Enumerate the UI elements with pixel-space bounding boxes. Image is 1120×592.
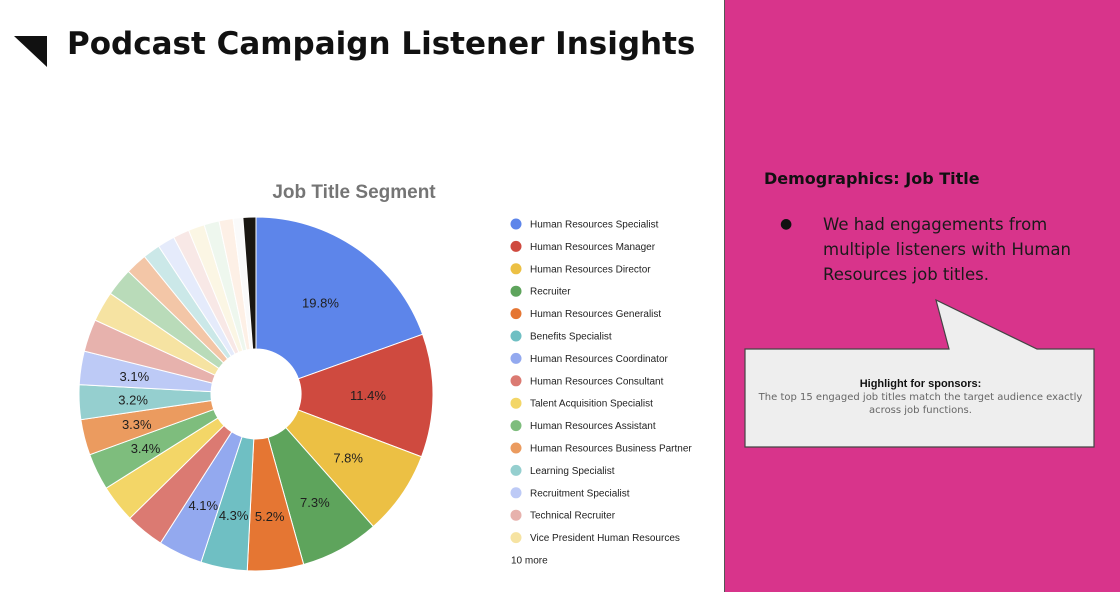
legend-label: Talent Acquisition Specialist (530, 399, 653, 410)
legend-swatch (510, 509, 522, 521)
legend-swatch (510, 464, 522, 476)
legend-swatch (510, 420, 522, 432)
legend-label: Technical Recruiter (530, 511, 616, 522)
legend-label: Human Resources Consultant (530, 376, 664, 387)
slice-percent-label: 5.2% (255, 509, 285, 524)
legend-label: Human Resources Manager (530, 242, 656, 253)
legend-label: Human Resources Generalist (530, 309, 661, 320)
legend-swatch (510, 218, 522, 230)
legend-swatch (510, 308, 522, 320)
legend-swatch (510, 397, 522, 409)
slice-percent-label: 3.3% (122, 417, 152, 432)
page-title: Podcast Campaign Listener Insights (67, 26, 696, 62)
corner-triangle-icon (14, 36, 47, 67)
chart-legend: Human Resources Specialist Human Resource… (510, 218, 692, 567)
legend-label: Human Resources Director (530, 264, 651, 275)
slice-percent-label: 4.1% (188, 498, 218, 513)
legend-swatch (510, 487, 522, 499)
donut-slice (297, 333, 434, 458)
chart-title: Job Title Segment (272, 182, 436, 203)
slice-percent-label: 3.2% (118, 393, 148, 408)
legend-swatch (510, 375, 522, 387)
panel-bullet-list: ● We had engagements from multiple liste… (780, 212, 1080, 287)
legend-swatch (510, 532, 522, 544)
slice-percent-label: 7.8% (333, 451, 363, 466)
demographics-panel: Demographics: Job Title ● We had engagem… (724, 0, 1120, 592)
callout-body: The top 15 engaged job titles match the … (758, 392, 1083, 416)
legend-swatch (510, 352, 522, 364)
legend-swatch (510, 285, 522, 297)
bullet-text: We had engagements from multiple listene… (823, 215, 1071, 284)
legend-label: Learning Specialist (530, 466, 615, 477)
legend-swatch (510, 263, 522, 275)
bullet-dot-icon: ● (780, 216, 793, 232)
legend-label: Human Resources Business Partner (530, 444, 692, 455)
panel-heading: Demographics: Job Title (764, 169, 980, 188)
legend-label: Human Resources Assistant (530, 421, 656, 432)
slice-percent-label: 4.3% (219, 508, 249, 523)
legend-more-link[interactable]: 10 more (511, 556, 548, 567)
legend-swatch (510, 330, 522, 342)
slice-percent-label: 3.4% (131, 441, 161, 456)
legend-label: Human Resources Specialist (530, 220, 659, 231)
callout-title: Highlight for sponsors: (859, 378, 982, 390)
bullet-item: ● We had engagements from multiple liste… (780, 212, 1080, 287)
donut-slice-labels: 19.8% 11.4% 7.8% 7.3% 5.2% 4.3%4.1% 3.4% 3.3% 3.… (118, 295, 386, 524)
legend-label: Recruiter (530, 287, 571, 298)
slice-percent-label: 11.4% (350, 388, 386, 403)
donut-slices (78, 216, 434, 572)
legend-label: Recruitment Specialist (530, 488, 630, 499)
legend-swatch (510, 240, 522, 252)
callout-text: Highlight for sponsors: The top 15 engag… (748, 378, 1093, 417)
legend-label: Benefits Specialist (530, 332, 612, 343)
speech-callout-box (744, 298, 1095, 448)
donut-slice (242, 216, 257, 350)
slice-percent-label: 19.8% (302, 295, 339, 310)
job-title-donut-chart: Job Title Segment 19.8% 11.4% 7.8% 7.3% 5.2%… (78, 182, 692, 572)
slice-percent-label: 3.1% (120, 369, 150, 384)
slice-percent-label: 7.3% (300, 495, 330, 510)
legend-swatch (510, 442, 522, 454)
legend-label: Vice President Human Resources (530, 533, 680, 544)
legend-label: Human Resources Coordinator (530, 354, 669, 365)
donut-slice (255, 216, 424, 380)
